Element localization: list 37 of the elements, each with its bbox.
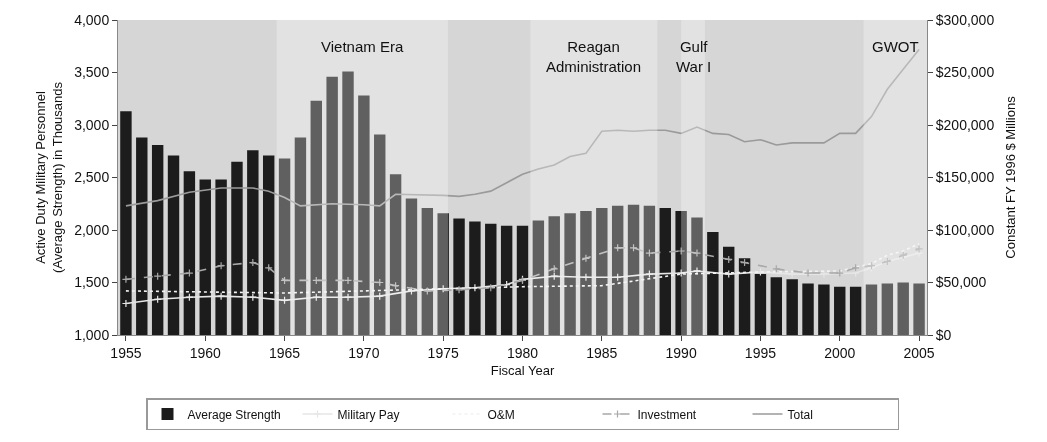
- x-axis-title: Fiscal Year: [490, 363, 555, 379]
- y-tick-label: 2,500: [74, 169, 110, 186]
- y2-tick-label: $250,000: [935, 64, 995, 81]
- band-label: GWOT: [872, 38, 919, 55]
- x-tick-label: 1960: [189, 344, 222, 361]
- x-tick-label: 1980: [506, 344, 539, 361]
- legend-label: O&M: [487, 407, 515, 422]
- x-tick-label: 1975: [427, 344, 459, 361]
- x-tick-label: 2005: [903, 344, 935, 361]
- y2-tick-label: $100,000: [935, 221, 995, 238]
- band-label: Gulf War I: [676, 38, 712, 75]
- y-tick-label: 3,500: [74, 64, 110, 81]
- y-tick-label: 1,000: [74, 326, 110, 343]
- y-tick-label: 3,000: [74, 116, 110, 133]
- y2-axis-title: Constant FY 1996 $ Millions: [1003, 95, 1019, 259]
- legend-label: Military Pay: [337, 407, 400, 422]
- x-tick-label: 1955: [110, 344, 142, 361]
- y2-tick-label: $50,000: [935, 274, 987, 291]
- x-tick-label: 1995: [744, 344, 777, 361]
- x-tick-label: 1970: [348, 344, 380, 361]
- y2-tick-label: $200,000: [935, 116, 995, 133]
- legend-label: Total: [787, 407, 813, 422]
- y-tick-label: 4,000: [74, 11, 110, 28]
- legend-label: Investment: [637, 407, 697, 422]
- y2-tick-label: $0: [935, 326, 952, 343]
- legend-label: Average Strength: [187, 407, 281, 422]
- x-tick-label: 2000: [824, 344, 856, 361]
- y-tick-label: 2,000: [74, 221, 110, 238]
- y-axis-title: Active Duty Military Personnel (Average Strength) in Thousands: [33, 81, 66, 274]
- y2-tick-label: $150,000: [935, 169, 995, 186]
- y-tick-label: 1,500: [74, 274, 110, 291]
- band-label: Reagan Administration: [546, 38, 642, 75]
- x-tick-label: 1965: [268, 344, 301, 361]
- x-tick-label: 1990: [665, 344, 697, 361]
- y2-tick-label: $300,000: [935, 11, 995, 28]
- band-label: Vietnam Era: [321, 38, 404, 55]
- x-tick-label: 1985: [586, 344, 618, 361]
